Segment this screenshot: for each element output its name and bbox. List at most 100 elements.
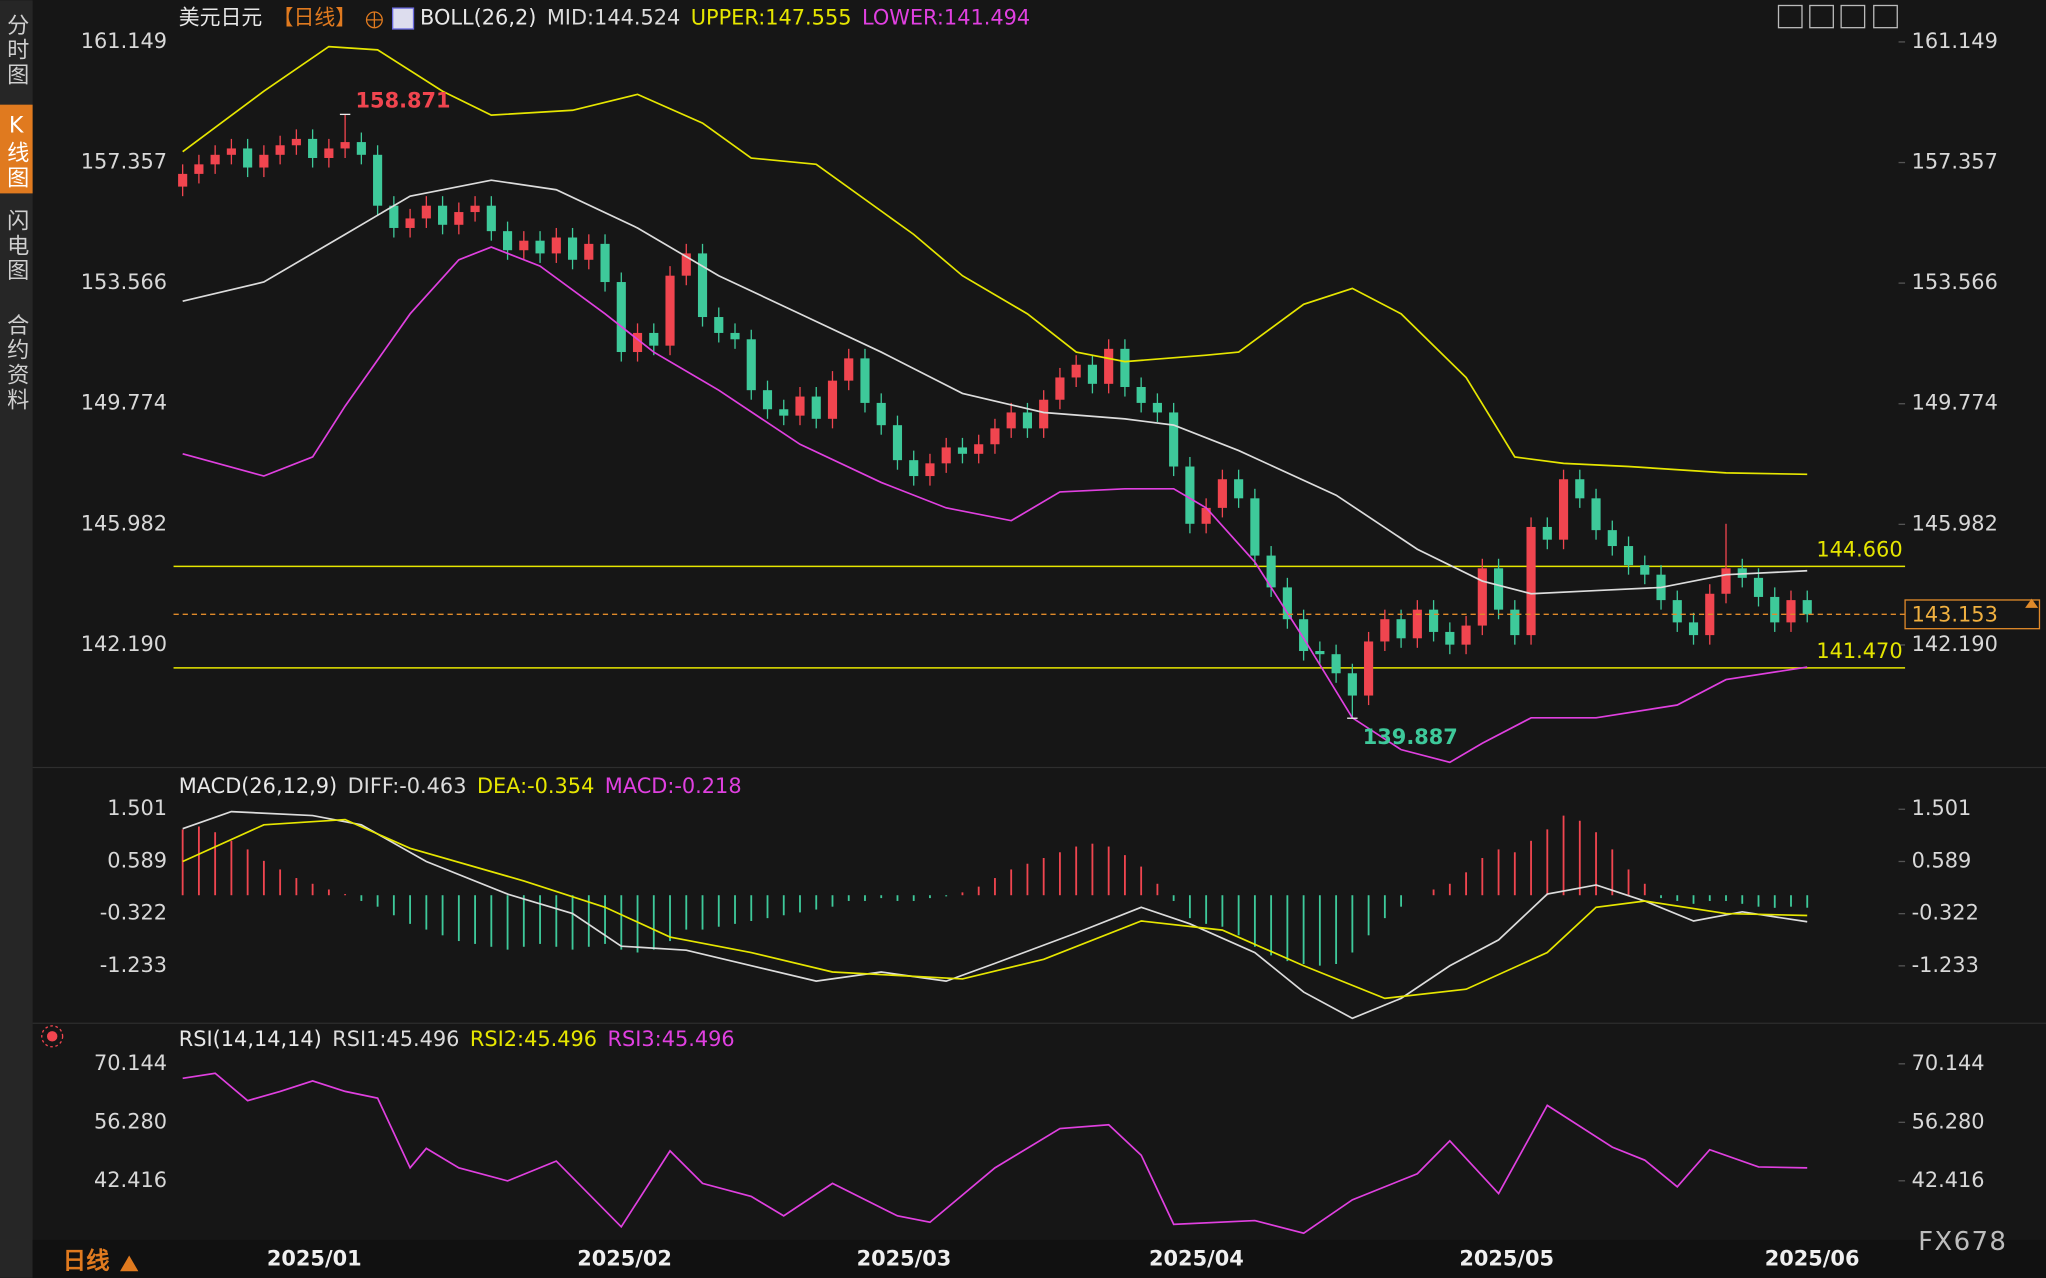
watermark: FX678 bbox=[1918, 1227, 2007, 1257]
candle-body bbox=[210, 154, 220, 165]
candle-body bbox=[324, 148, 334, 158]
indicator-name: BOLL(26,2) bbox=[420, 6, 536, 30]
indicator-icon bbox=[391, 7, 415, 30]
candle-body bbox=[1071, 364, 1081, 378]
side-tab[interactable]: K线图 bbox=[3, 112, 29, 190]
candle-body bbox=[957, 447, 968, 454]
candle-body bbox=[844, 358, 854, 381]
candle-body bbox=[941, 447, 951, 464]
candle-body bbox=[1006, 412, 1016, 429]
candle-body bbox=[1461, 625, 1471, 645]
indicator-line bbox=[182, 179, 1808, 595]
tool-icon[interactable] bbox=[1809, 4, 1834, 29]
candle-body bbox=[665, 275, 675, 346]
tool-icon[interactable] bbox=[1840, 4, 1866, 29]
legend-entry: UPPER:147.555 bbox=[691, 6, 852, 30]
candle-body bbox=[356, 142, 366, 155]
candle-body bbox=[681, 253, 691, 276]
candle-body bbox=[567, 237, 578, 260]
panel-title: MACD(26,12,9) bbox=[179, 774, 337, 798]
candle-body bbox=[730, 332, 740, 340]
tool-icon[interactable] bbox=[1873, 4, 1898, 29]
candle-body bbox=[275, 145, 285, 155]
candle-body bbox=[438, 205, 448, 225]
legend-entry: RSI3:45.496 bbox=[608, 1027, 735, 1051]
candle-body bbox=[1575, 479, 1585, 499]
candle-body bbox=[178, 173, 188, 187]
y-tick-label-right: 157.357 bbox=[1912, 150, 1998, 174]
candle-body bbox=[519, 240, 529, 251]
y-tick-label: 56.280 bbox=[94, 1109, 167, 1133]
x-tick-label: 2025/03 bbox=[857, 1246, 952, 1270]
candle-body bbox=[259, 154, 269, 168]
y-tick-label-right: -0.322 bbox=[1912, 901, 1979, 925]
candle-body bbox=[746, 339, 756, 391]
reference-label: 141.470 bbox=[1816, 639, 1902, 663]
candle-body bbox=[1396, 619, 1406, 639]
y-tick-label-right: 70.144 bbox=[1912, 1051, 1985, 1075]
period-button[interactable]: 日线 bbox=[63, 1247, 110, 1275]
indicator-line bbox=[182, 810, 1808, 1020]
candle-body bbox=[1331, 654, 1341, 674]
y-tick-label: 157.357 bbox=[81, 150, 167, 174]
panel-title: RSI(14,14,14) bbox=[179, 1027, 322, 1051]
y-tick-label: 153.566 bbox=[81, 270, 167, 294]
legend-entry: DIFF:-0.463 bbox=[348, 774, 467, 798]
candle-body bbox=[1022, 412, 1033, 429]
y-tick-label-right: 0.589 bbox=[1912, 848, 1972, 872]
candle-body bbox=[1770, 596, 1780, 623]
rsi-icon bbox=[41, 1025, 64, 1048]
candle-body bbox=[827, 380, 838, 419]
candle-body bbox=[1250, 498, 1260, 556]
y-tick-label: 0.589 bbox=[107, 848, 167, 872]
candle-body bbox=[1802, 600, 1812, 615]
last-price-box bbox=[1904, 599, 2041, 630]
candle-body bbox=[1623, 546, 1634, 566]
legend-entry: RSI2:45.496 bbox=[470, 1027, 597, 1051]
candle-body bbox=[421, 205, 431, 219]
candle-body bbox=[503, 231, 513, 251]
panel-title: 美元日元 bbox=[179, 6, 262, 30]
tool-icon[interactable] bbox=[1777, 4, 1803, 29]
candle-body bbox=[876, 402, 886, 426]
candle-body bbox=[1672, 600, 1682, 623]
indicator-line bbox=[182, 818, 1808, 1000]
candle-body bbox=[535, 240, 545, 254]
candle-body bbox=[1152, 402, 1162, 413]
y-tick-label: 161.149 bbox=[81, 29, 167, 53]
candle-body bbox=[1201, 507, 1211, 524]
y-tick-label: 1.501 bbox=[107, 796, 167, 820]
candle-body bbox=[454, 212, 464, 225]
candle-body bbox=[486, 205, 496, 232]
x-tick-label: 2025/04 bbox=[1149, 1246, 1244, 1270]
candle-body bbox=[243, 148, 253, 168]
side-tab[interactable]: 分时图 bbox=[3, 13, 29, 88]
side-tab[interactable]: 合约资料 bbox=[3, 313, 29, 413]
x-tick-label: 2025/01 bbox=[267, 1246, 362, 1270]
candle-body bbox=[1640, 565, 1650, 575]
candle-body bbox=[1185, 466, 1195, 524]
candle-body bbox=[1494, 568, 1504, 610]
candle-body bbox=[291, 138, 301, 146]
y-tick-label: 70.144 bbox=[94, 1051, 167, 1075]
candle-body bbox=[389, 205, 399, 228]
last-price-label: 143.153 bbox=[1912, 603, 1998, 627]
candle-body bbox=[892, 425, 903, 461]
legend-entry: MID:144.524 bbox=[547, 6, 681, 30]
candle-body bbox=[1055, 377, 1065, 400]
candle-body bbox=[860, 358, 870, 403]
side-tab[interactable]: 闪电图 bbox=[3, 209, 29, 284]
period-arrow[interactable] bbox=[120, 1255, 139, 1272]
candle-body bbox=[1380, 619, 1390, 642]
candle-body bbox=[373, 154, 383, 206]
candle-body bbox=[470, 205, 480, 213]
candle-body bbox=[1120, 348, 1130, 388]
date-bar bbox=[32, 1239, 2046, 1278]
y-tick-label: 42.416 bbox=[94, 1168, 167, 1192]
y-tick-label: -0.322 bbox=[100, 901, 167, 925]
candle-body bbox=[714, 317, 724, 333]
candle-body bbox=[1445, 631, 1455, 645]
